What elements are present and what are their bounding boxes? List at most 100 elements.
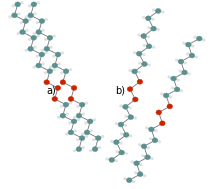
Circle shape [127, 87, 133, 91]
Circle shape [95, 136, 101, 141]
Circle shape [63, 102, 69, 107]
Circle shape [79, 102, 85, 107]
Circle shape [84, 122, 87, 124]
Circle shape [47, 35, 53, 40]
Circle shape [69, 102, 72, 104]
Circle shape [138, 71, 141, 74]
Circle shape [28, 38, 31, 41]
Circle shape [28, 46, 33, 51]
Circle shape [25, 16, 28, 18]
Circle shape [36, 30, 41, 35]
Circle shape [39, 19, 45, 23]
Circle shape [98, 146, 101, 149]
Circle shape [44, 71, 47, 74]
Circle shape [142, 53, 145, 56]
Circle shape [36, 63, 41, 68]
Circle shape [114, 140, 119, 145]
Circle shape [145, 16, 151, 21]
Circle shape [182, 70, 187, 75]
Circle shape [106, 158, 109, 160]
Circle shape [158, 140, 161, 143]
Circle shape [47, 69, 53, 74]
Circle shape [123, 132, 129, 137]
Circle shape [148, 26, 151, 29]
Circle shape [33, 46, 37, 49]
Circle shape [142, 154, 145, 157]
Circle shape [92, 147, 98, 152]
Circle shape [156, 110, 162, 115]
Circle shape [186, 42, 191, 47]
Circle shape [71, 119, 77, 124]
Circle shape [17, 32, 20, 35]
Text: b): b) [116, 86, 125, 96]
Circle shape [155, 9, 161, 13]
Circle shape [176, 79, 179, 81]
Circle shape [152, 46, 155, 49]
Circle shape [137, 79, 143, 84]
Circle shape [58, 63, 61, 65]
Circle shape [134, 171, 137, 174]
Circle shape [79, 136, 85, 141]
Circle shape [89, 149, 92, 152]
Circle shape [9, 16, 12, 18]
Circle shape [195, 56, 198, 58]
Circle shape [145, 127, 148, 129]
Circle shape [39, 52, 44, 57]
Circle shape [33, 66, 36, 68]
Circle shape [12, 13, 17, 18]
Circle shape [133, 97, 138, 102]
Circle shape [149, 137, 152, 140]
Circle shape [90, 129, 93, 132]
Circle shape [53, 68, 56, 71]
Circle shape [187, 73, 191, 75]
Circle shape [124, 124, 127, 127]
Circle shape [53, 35, 56, 37]
Circle shape [41, 63, 44, 65]
Circle shape [143, 44, 146, 47]
Circle shape [125, 115, 128, 118]
Circle shape [52, 55, 55, 57]
Circle shape [119, 150, 124, 155]
Circle shape [87, 119, 93, 124]
Circle shape [76, 105, 79, 108]
Circle shape [171, 76, 176, 81]
Circle shape [55, 52, 61, 57]
Circle shape [44, 80, 49, 85]
Circle shape [154, 129, 157, 132]
Circle shape [151, 18, 154, 21]
Circle shape [33, 12, 37, 15]
Circle shape [152, 138, 158, 143]
Circle shape [183, 42, 186, 44]
Circle shape [132, 180, 135, 183]
Circle shape [136, 51, 142, 56]
Circle shape [60, 80, 66, 85]
Circle shape [28, 5, 31, 7]
Circle shape [85, 135, 88, 138]
Circle shape [20, 30, 25, 35]
Circle shape [110, 140, 113, 143]
Circle shape [128, 115, 133, 120]
Circle shape [178, 59, 184, 64]
Circle shape [50, 46, 53, 49]
Circle shape [137, 172, 143, 177]
Circle shape [151, 26, 156, 31]
Circle shape [76, 113, 82, 118]
Circle shape [123, 177, 126, 180]
Circle shape [167, 104, 173, 109]
Circle shape [115, 122, 118, 125]
Circle shape [125, 152, 128, 155]
Circle shape [146, 44, 152, 49]
Circle shape [148, 64, 151, 66]
Circle shape [142, 16, 145, 19]
Circle shape [123, 104, 128, 109]
Circle shape [33, 32, 36, 35]
Circle shape [65, 133, 68, 135]
Circle shape [180, 90, 183, 92]
Circle shape [21, 1, 24, 4]
Circle shape [42, 29, 45, 32]
Circle shape [68, 122, 71, 124]
Circle shape [157, 28, 160, 31]
Circle shape [141, 34, 146, 39]
Circle shape [186, 53, 189, 55]
Circle shape [82, 146, 85, 149]
